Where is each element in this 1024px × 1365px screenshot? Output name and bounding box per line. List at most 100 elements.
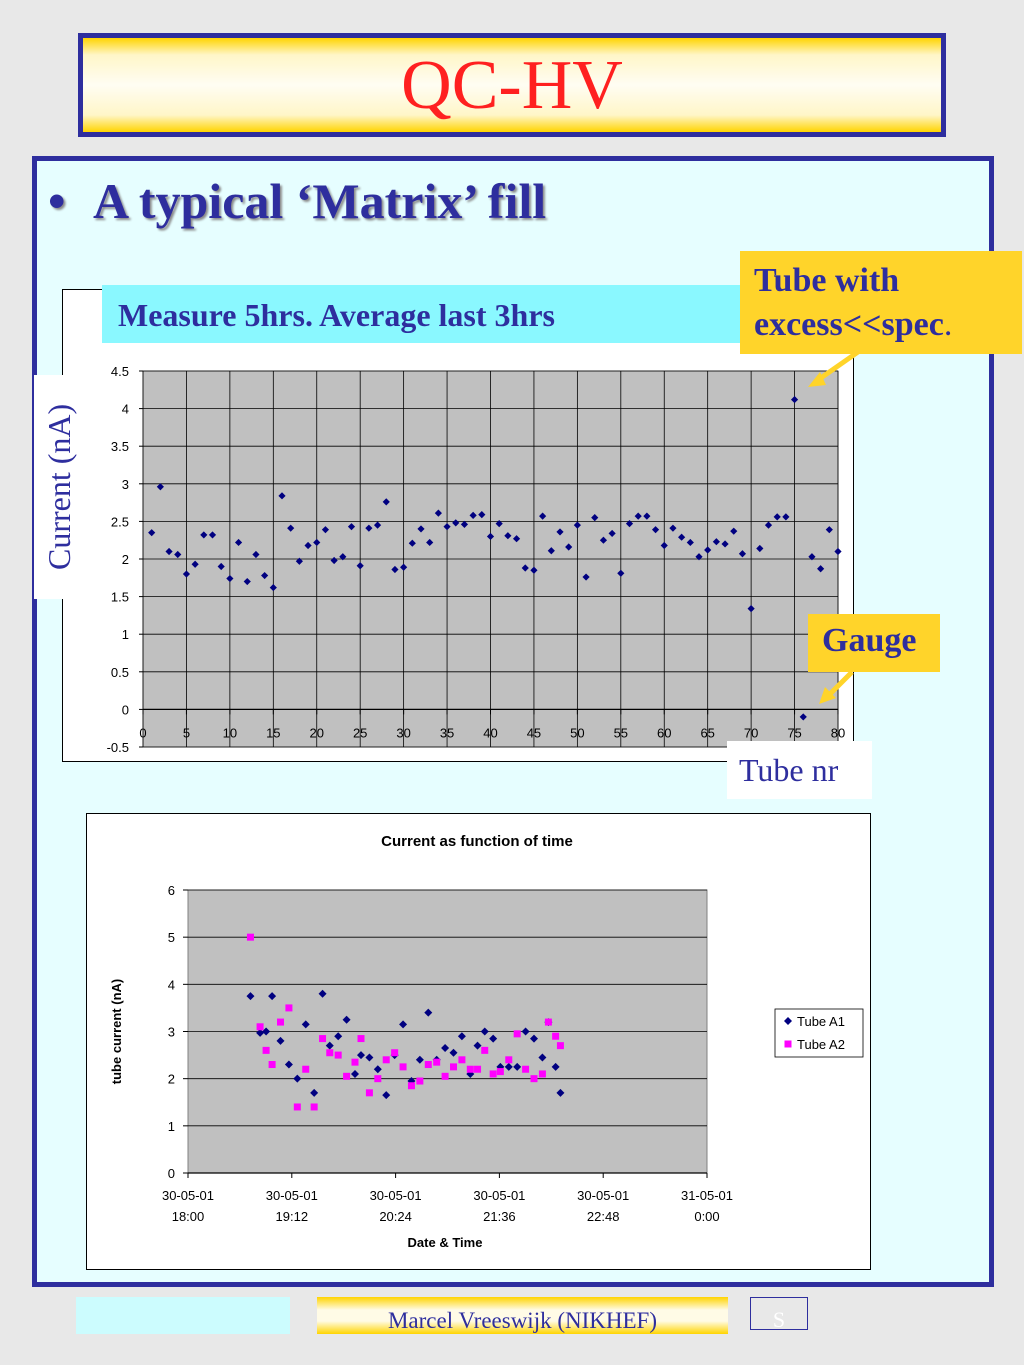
data-point bbox=[486, 532, 495, 541]
data-point bbox=[695, 553, 703, 561]
data-point bbox=[704, 546, 712, 554]
tube-current-chart: -0.5 0 0.5 1 1.5 2 2.5 3 3.5 4 4.5 0 5 10 15 20 25 30 35 40… bbox=[62, 289, 854, 762]
data-point-a2 bbox=[382, 1056, 390, 1064]
data-point bbox=[817, 565, 825, 573]
data-point bbox=[313, 538, 321, 547]
data-point bbox=[243, 577, 251, 586]
y-tick-label: 3 bbox=[122, 477, 129, 492]
data-point-a1 bbox=[318, 989, 327, 998]
data-point-a2 bbox=[458, 1056, 466, 1064]
data-point-a1 bbox=[556, 1088, 565, 1097]
data-point-a2 bbox=[489, 1070, 497, 1078]
data-point-a1 bbox=[415, 1055, 424, 1064]
data-point bbox=[834, 547, 842, 556]
x-tick-label: 40 bbox=[483, 725, 497, 740]
footer-page-box: S bbox=[750, 1297, 808, 1332]
data-point-a1 bbox=[293, 1074, 302, 1083]
data-point bbox=[400, 563, 408, 571]
x-tick-label: 5 bbox=[183, 725, 190, 740]
data-point bbox=[217, 562, 225, 571]
data-point-a1 bbox=[424, 1008, 433, 1017]
data-point bbox=[443, 523, 451, 531]
data-point bbox=[321, 526, 330, 534]
data-point bbox=[617, 569, 625, 577]
x-tick-label-time: 22:48 bbox=[587, 1209, 620, 1224]
data-point-a1 bbox=[262, 1027, 271, 1036]
bullet-symbol: • bbox=[48, 173, 66, 229]
data-point bbox=[287, 524, 295, 532]
data-point-a2 bbox=[538, 1070, 546, 1078]
x-tick-label-time: 21:36 bbox=[483, 1209, 516, 1224]
data-point bbox=[426, 538, 434, 547]
data-point-a2 bbox=[530, 1075, 538, 1083]
data-point-a1 bbox=[276, 1036, 285, 1045]
data-point bbox=[799, 713, 807, 721]
bullet-point: • A typical ‘Matrix’ fill bbox=[48, 172, 546, 230]
x-tick-label: 55 bbox=[614, 725, 628, 740]
data-point-a1 bbox=[530, 1034, 538, 1043]
data-point bbox=[599, 536, 608, 544]
data-point-a1 bbox=[551, 1062, 560, 1071]
y-tick-label: 3.5 bbox=[111, 439, 129, 454]
data-point bbox=[191, 560, 199, 568]
data-point-a1 bbox=[466, 1069, 475, 1078]
data-point-a2 bbox=[302, 1065, 310, 1073]
data-point bbox=[408, 539, 416, 547]
data-point-a1 bbox=[489, 1034, 498, 1043]
data-point-a1 bbox=[538, 1053, 547, 1062]
data-point bbox=[686, 538, 694, 547]
data-point-a2 bbox=[416, 1077, 424, 1085]
y-tick-label: 6 bbox=[168, 883, 175, 898]
data-point bbox=[452, 519, 460, 527]
x-tick-label-time: 18:00 bbox=[172, 1209, 205, 1224]
slide-title: QC-HV bbox=[401, 47, 623, 124]
data-point-a2 bbox=[552, 1032, 560, 1040]
y-tick-label: 0.5 bbox=[111, 665, 129, 680]
data-point bbox=[434, 509, 442, 517]
data-point-a2 bbox=[505, 1056, 513, 1064]
data-point-a2 bbox=[481, 1046, 489, 1054]
x-tick-label: 10 bbox=[223, 725, 237, 740]
y-tick-label: 3 bbox=[168, 1025, 175, 1040]
y-tick-label: 2 bbox=[168, 1072, 175, 1087]
data-point-a2 bbox=[285, 1004, 293, 1012]
tube-excess-note: Tube with excess<<spec. bbox=[740, 251, 1022, 354]
data-point bbox=[234, 538, 243, 547]
y-tick-label: 0 bbox=[122, 702, 129, 717]
x-tick-label-time: 19:12 bbox=[276, 1209, 309, 1224]
data-point-a2 bbox=[496, 1068, 504, 1076]
data-point-a2 bbox=[293, 1103, 301, 1111]
data-point-a1 bbox=[504, 1062, 513, 1071]
x-tick-label-date: 30-05-01 bbox=[266, 1188, 318, 1203]
data-point-a2 bbox=[277, 1018, 285, 1026]
data-point-a2 bbox=[357, 1035, 365, 1043]
data-point-a2 bbox=[544, 1018, 552, 1026]
data-point-a2 bbox=[262, 1046, 270, 1054]
legend-label-a1: Tube A1 bbox=[797, 1014, 845, 1029]
data-point bbox=[330, 556, 338, 565]
x-tick-label: 65 bbox=[700, 725, 714, 740]
data-point bbox=[756, 544, 764, 553]
data-point-a2 bbox=[310, 1103, 318, 1111]
y-tick-label: 5 bbox=[168, 930, 175, 945]
data-point-a2 bbox=[246, 933, 254, 941]
y-tick-label: 1 bbox=[168, 1119, 175, 1134]
x-tick-label: 20 bbox=[310, 725, 324, 740]
data-point bbox=[261, 571, 269, 580]
x-axis-label: Date & Time bbox=[408, 1235, 483, 1250]
data-point bbox=[747, 605, 755, 613]
data-point bbox=[252, 550, 260, 559]
data-point-a2 bbox=[351, 1058, 359, 1066]
data-point bbox=[625, 520, 634, 528]
data-point-a2 bbox=[334, 1051, 342, 1059]
data-point-a1 bbox=[373, 1065, 382, 1074]
data-point-a2 bbox=[424, 1061, 432, 1069]
data-point-a2 bbox=[556, 1042, 564, 1050]
title-banner: QC-HV bbox=[78, 33, 946, 137]
data-point bbox=[651, 526, 660, 534]
x-tick-label: 30 bbox=[396, 725, 410, 740]
data-point-a1 bbox=[325, 1041, 334, 1050]
y-axis-label-overlay: Current (nA) bbox=[41, 403, 77, 571]
data-point bbox=[295, 557, 303, 565]
x-tick-label: 75 bbox=[787, 725, 801, 740]
